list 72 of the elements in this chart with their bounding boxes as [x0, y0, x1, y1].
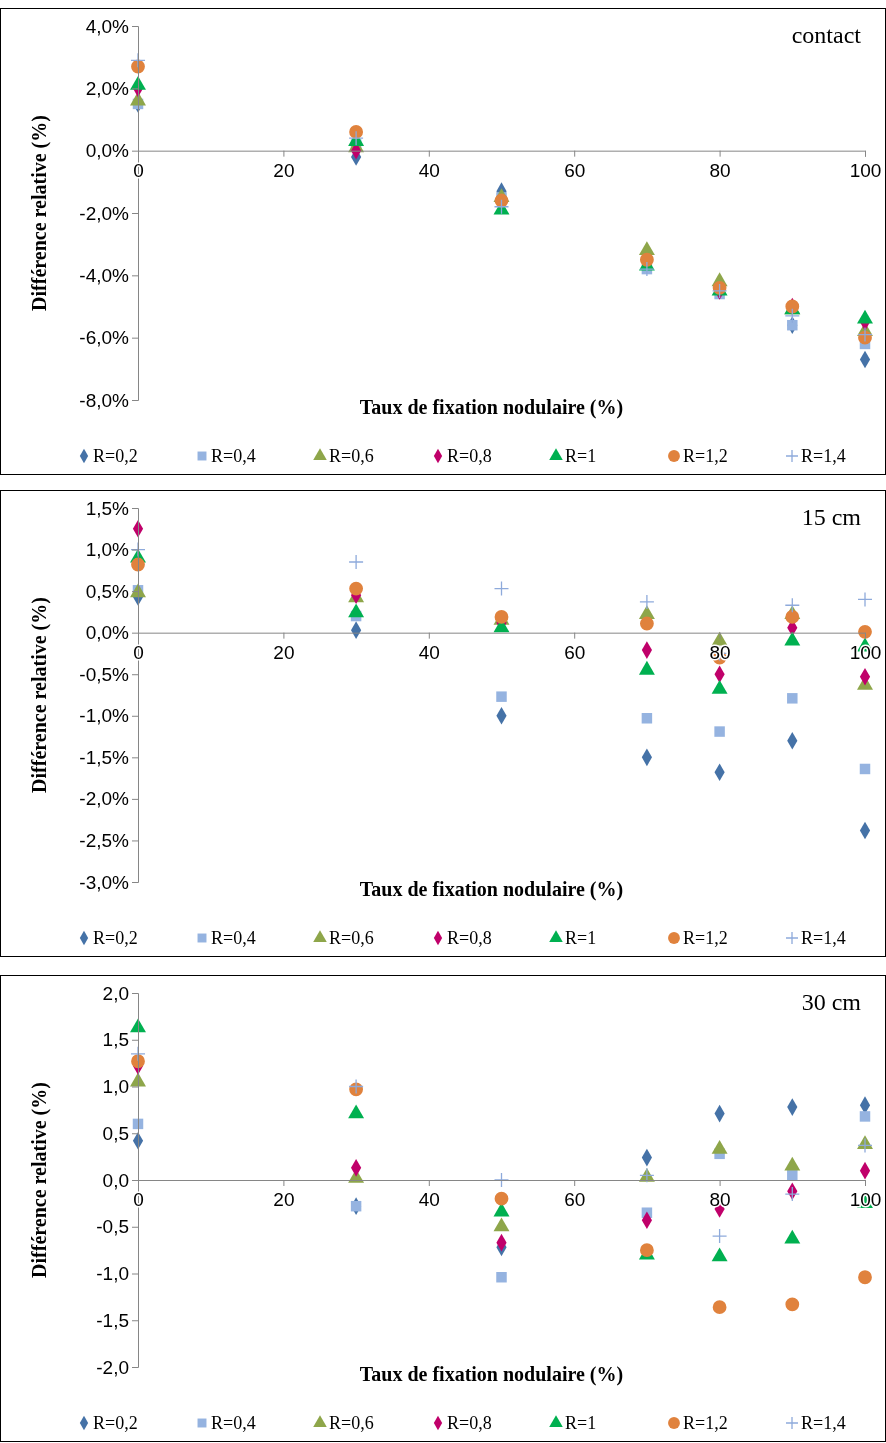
y-tick-label: 0,0 [102, 1169, 129, 1191]
legend-label: R=1,4 [801, 1413, 846, 1433]
x-tick-label: 100 [849, 159, 882, 181]
x-tick-label: 100 [849, 641, 882, 663]
y-tick-label: -3,0% [79, 871, 130, 893]
y-tick-label: -6,0% [79, 327, 130, 349]
legend-label: R=0,2 [93, 928, 138, 948]
y-tick-label: 1,5 [102, 1029, 129, 1051]
legend-label: R=0,2 [93, 1413, 138, 1433]
y-axis-title: Différence relative (%) [28, 115, 51, 311]
y-tick-label: -0,5 [96, 1216, 129, 1238]
x-axis-title: Taux de fixation nodulaire (%) [359, 878, 624, 901]
x-tick-label: 60 [564, 1189, 586, 1211]
legend-label: R=0,6 [329, 1413, 374, 1433]
y-tick-label: -4,0% [79, 264, 130, 286]
x-tick-label: 20 [273, 159, 295, 181]
y-tick-label: -0,5% [79, 663, 130, 685]
y-tick-label: 0,5% [85, 580, 130, 602]
y-tick-label: 4,0% [85, 15, 130, 37]
x-tick-label: 0 [133, 159, 144, 181]
x-tick-label: 60 [564, 641, 586, 663]
legend-label: R=1,4 [801, 928, 846, 948]
chart-title: 30 cm [801, 989, 862, 1015]
x-tick-label: 60 [564, 159, 586, 181]
y-axis-title: Différence relative (%) [28, 1082, 51, 1278]
legend-label: R=0,2 [93, 446, 138, 466]
legend-label: R=1 [565, 928, 597, 948]
y-axis-title: Différence relative (%) [28, 597, 51, 793]
legend-label: R=0,6 [329, 928, 374, 948]
x-tick-label: 20 [273, 1189, 295, 1211]
legend-label: R=1,4 [801, 446, 846, 466]
x-tick-label: 40 [418, 159, 440, 181]
x-axis-title: Taux de fixation nodulaire (%) [359, 396, 624, 419]
x-tick-label: 20 [273, 641, 295, 663]
x-axis-title: Taux de fixation nodulaire (%) [359, 1363, 624, 1386]
legend-label: R=0,8 [447, 446, 492, 466]
y-tick-label: -1,5 [96, 1309, 129, 1331]
chart-title: contact [791, 22, 862, 48]
legend-label: R=0,4 [211, 928, 256, 948]
y-tick-label: -1,5% [79, 746, 130, 768]
y-tick-label: 0,5 [102, 1122, 129, 1144]
x-tick-label: 40 [418, 1189, 440, 1211]
y-tick-label: -2,0% [79, 788, 130, 810]
legend-label: R=0,4 [211, 1413, 256, 1433]
y-tick-label: -1,0 [96, 1263, 129, 1285]
y-tick-label: -8,0% [79, 389, 130, 411]
y-tick-label: -2,0% [79, 202, 130, 224]
x-tick-label: 80 [709, 1189, 731, 1211]
legend-label: R=1,2 [683, 928, 728, 948]
y-tick-label: 1,5% [85, 497, 130, 519]
legend-label: R=0,8 [447, 1413, 492, 1433]
legend-label: R=0,8 [447, 928, 492, 948]
y-tick-label: 1,0% [85, 539, 130, 561]
y-tick-label: -1,0% [79, 705, 130, 727]
x-tick-label: 0 [133, 641, 144, 663]
y-tick-label: 0,0% [85, 622, 130, 644]
y-tick-label: -2,5% [79, 830, 130, 852]
y-tick-label: 2,0% [85, 77, 130, 99]
legend-label: R=1 [565, 1413, 597, 1433]
legend-label: R=1 [565, 446, 597, 466]
y-tick-label: 1,0 [102, 1076, 129, 1098]
x-tick-label: 0 [133, 1189, 144, 1211]
x-tick-label: 40 [418, 641, 440, 663]
legend-label: R=0,4 [211, 446, 256, 466]
y-tick-label: 2,0 [102, 982, 129, 1004]
y-tick-label: -2,0 [96, 1356, 129, 1378]
chart-title: 15 cm [801, 504, 862, 530]
legend-label: R=1,2 [683, 1413, 728, 1433]
y-tick-label: 0,0% [85, 140, 130, 162]
legend-label: R=0,6 [329, 446, 374, 466]
x-tick-label: 80 [709, 159, 731, 181]
legend-label: R=1,2 [683, 446, 728, 466]
